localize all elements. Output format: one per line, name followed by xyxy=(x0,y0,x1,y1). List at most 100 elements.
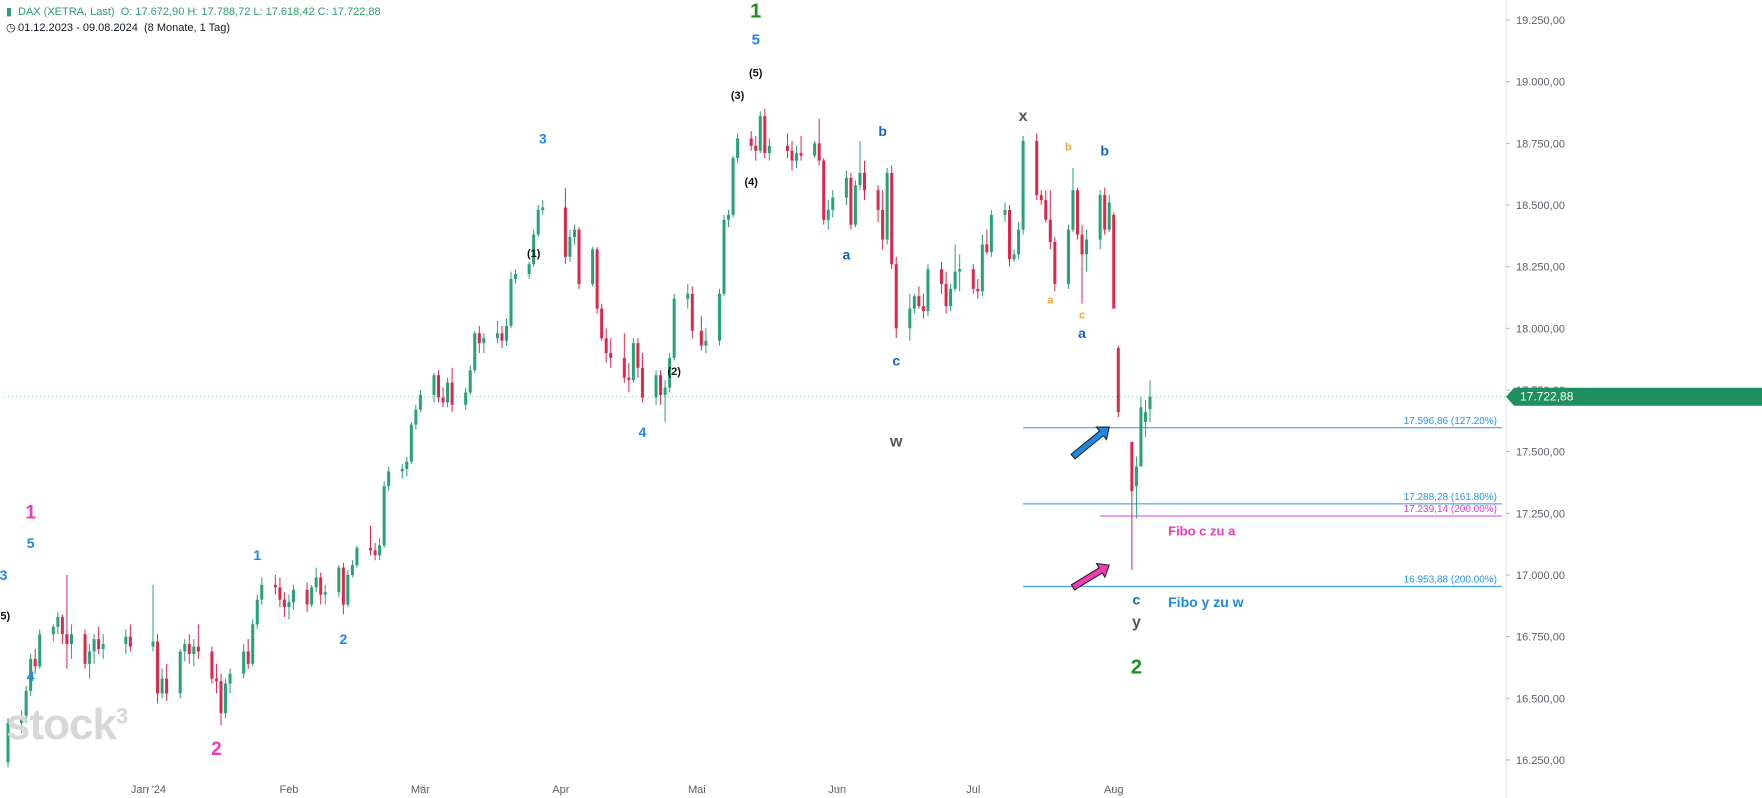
wave-label: c xyxy=(892,352,900,368)
candle-body xyxy=(600,308,604,339)
candle xyxy=(387,466,391,492)
candle xyxy=(591,246,595,287)
candle xyxy=(976,279,980,299)
candle xyxy=(690,286,694,339)
wave-label: 2 xyxy=(1131,657,1142,679)
x-tick-label: Mär xyxy=(411,784,430,796)
candle xyxy=(654,370,658,405)
candle xyxy=(446,377,450,408)
candle-body xyxy=(654,375,658,398)
candle xyxy=(210,646,214,684)
candle-body xyxy=(441,397,445,403)
candle xyxy=(464,387,468,410)
candle xyxy=(56,612,60,635)
candle xyxy=(51,624,55,642)
candle xyxy=(568,229,572,262)
candle-body xyxy=(273,584,277,588)
candle-body xyxy=(958,269,962,272)
fibo-note: Fibo c zu a xyxy=(1168,524,1236,539)
candle-body xyxy=(795,153,799,161)
candle-body xyxy=(477,333,481,344)
candle-body xyxy=(826,209,830,220)
candle-body xyxy=(20,718,24,723)
candle-body xyxy=(1107,202,1111,230)
wave-label: (3) xyxy=(731,90,745,102)
wave-label: a xyxy=(1078,325,1086,341)
wave-label: 1 xyxy=(253,547,261,563)
candle xyxy=(341,562,345,615)
candle xyxy=(1012,249,1016,262)
fib-level-label: 16.953,88 (200.00%) xyxy=(1404,574,1497,585)
candle-body xyxy=(754,145,758,151)
candle xyxy=(1143,399,1147,437)
candle xyxy=(989,209,993,257)
candle xyxy=(622,333,626,383)
candle-body xyxy=(944,283,948,307)
wave-label: 3 xyxy=(539,130,547,146)
candle xyxy=(160,668,164,699)
candle-body xyxy=(631,343,635,381)
candle-body xyxy=(341,567,345,605)
candle-body xyxy=(1148,396,1152,410)
candle xyxy=(1021,135,1025,235)
candle-body xyxy=(292,589,295,603)
candle-body xyxy=(1008,209,1012,260)
candle xyxy=(659,370,663,405)
candle-body xyxy=(668,357,672,388)
candle xyxy=(704,328,708,353)
candle-body xyxy=(1003,209,1007,215)
candle xyxy=(310,584,314,608)
candle-body xyxy=(1021,140,1025,230)
candle-body xyxy=(183,644,187,652)
candle xyxy=(577,227,581,289)
candle-body xyxy=(890,172,894,265)
candle-body xyxy=(495,333,499,339)
candle-body xyxy=(767,145,771,154)
candle-body xyxy=(214,678,218,682)
candle-body xyxy=(373,550,377,556)
wave-label: a xyxy=(842,246,850,262)
candle xyxy=(790,140,794,171)
candle xyxy=(1103,187,1107,235)
candle-body xyxy=(817,143,821,161)
wave-label: b xyxy=(1100,143,1109,159)
candle-body xyxy=(310,587,314,605)
candle xyxy=(1066,224,1070,289)
candle xyxy=(672,293,676,361)
candle xyxy=(958,254,962,292)
candle xyxy=(65,575,69,669)
candle-body xyxy=(971,269,975,289)
candle-body xyxy=(382,486,386,546)
candle xyxy=(912,293,916,314)
candle-body xyxy=(255,599,259,625)
candle xyxy=(926,264,930,316)
candle-body xyxy=(595,249,599,309)
candle xyxy=(609,338,613,368)
candle-body xyxy=(536,209,540,235)
candle xyxy=(305,582,309,612)
candle-body xyxy=(355,547,359,566)
candle-body xyxy=(192,646,196,654)
candle xyxy=(1130,441,1134,571)
y-tick-label: 19.000,00 xyxy=(1516,77,1565,89)
calendar-icon: ◷ xyxy=(6,22,16,34)
candle xyxy=(1116,345,1120,418)
candles-icon: ▮ xyxy=(6,6,13,18)
candle xyxy=(219,673,223,726)
x-tick-label: Feb xyxy=(279,784,298,796)
wave-label: (1) xyxy=(527,248,541,260)
candle-body xyxy=(287,602,291,608)
candle xyxy=(196,624,200,659)
candle-body xyxy=(432,375,436,395)
candle xyxy=(727,209,731,228)
candle xyxy=(572,224,576,245)
candle xyxy=(156,634,160,704)
candle xyxy=(736,133,740,164)
candle-body xyxy=(863,172,866,191)
candle-body xyxy=(156,641,160,694)
candle xyxy=(863,160,866,201)
candle-body xyxy=(572,229,576,238)
candle xyxy=(83,629,87,669)
candle-body xyxy=(985,244,989,252)
candle xyxy=(541,200,545,215)
